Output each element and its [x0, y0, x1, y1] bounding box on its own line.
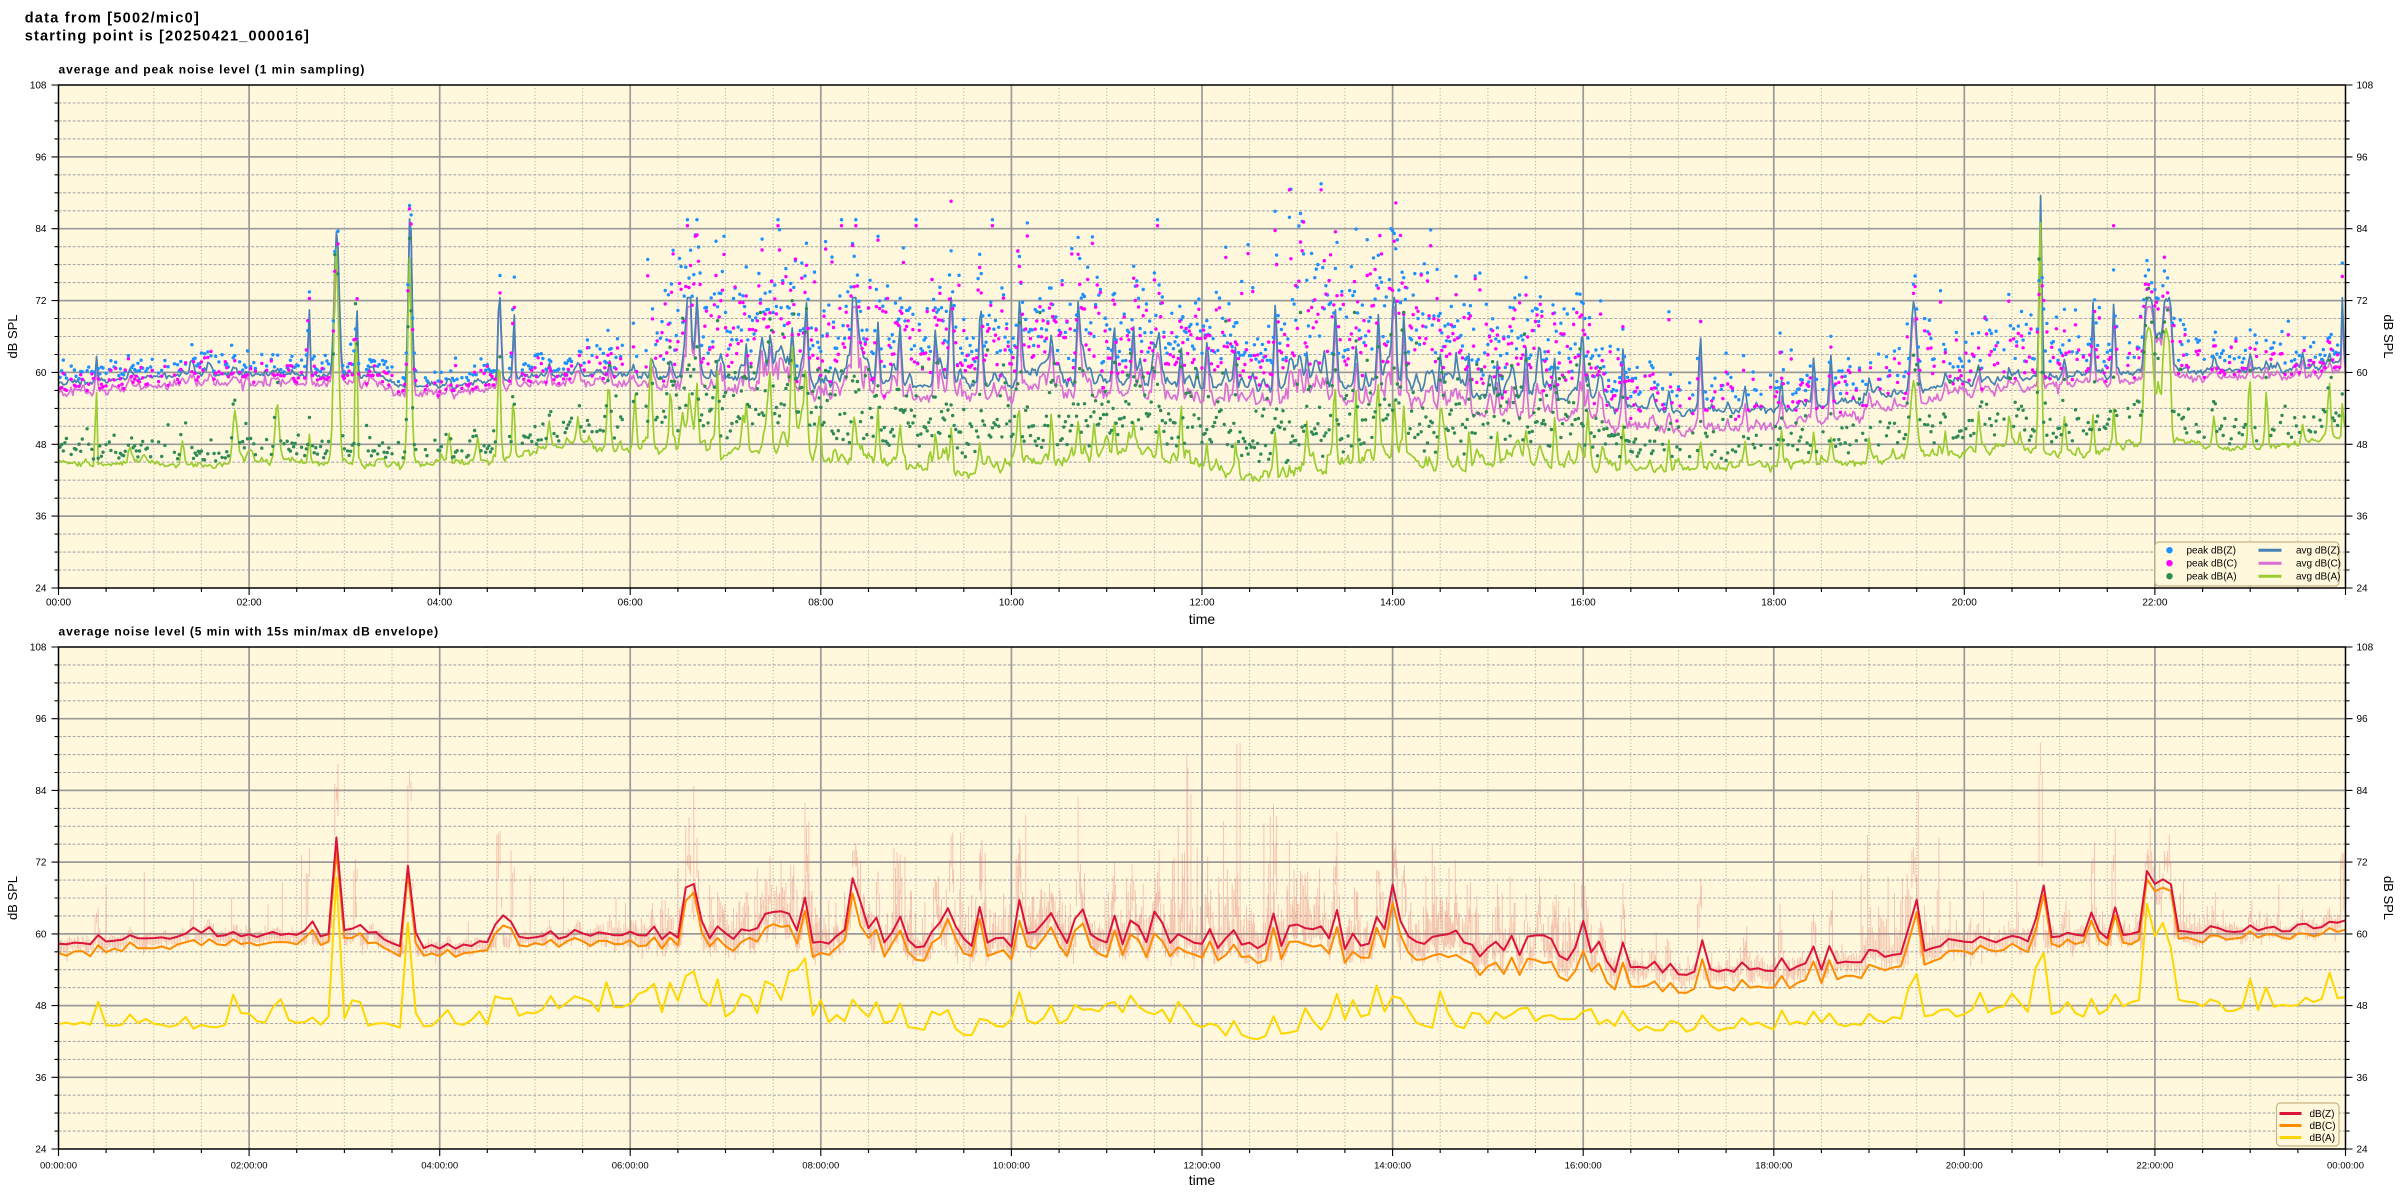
svg-text:12:00: 12:00 [1189, 598, 1214, 609]
svg-text:72: 72 [2357, 296, 2369, 307]
svg-text:dB SPL: dB SPL [5, 876, 20, 920]
svg-text:08:00:00: 08:00:00 [802, 1161, 839, 1172]
svg-text:60: 60 [35, 368, 47, 379]
svg-text:dB(A): dB(A) [2310, 1133, 2336, 1144]
svg-text:36: 36 [2357, 1073, 2369, 1084]
svg-text:18:00: 18:00 [1761, 598, 1786, 609]
svg-text:18:00:00: 18:00:00 [1755, 1161, 1792, 1172]
svg-text:108: 108 [30, 81, 47, 92]
svg-text:84: 84 [2357, 786, 2369, 797]
svg-text:peak dB(Z): peak dB(Z) [2187, 546, 2236, 557]
svg-text:22:00:00: 22:00:00 [2136, 1161, 2173, 1172]
svg-text:24: 24 [35, 1145, 47, 1156]
svg-text:108: 108 [30, 643, 47, 654]
svg-text:84: 84 [35, 224, 47, 235]
svg-text:average and peak noise level (: average and peak noise level (1 min samp… [59, 63, 366, 77]
svg-text:00:00:00: 00:00:00 [2327, 1161, 2364, 1172]
svg-text:60: 60 [2357, 929, 2369, 940]
svg-text:dB(C): dB(C) [2310, 1121, 2336, 1132]
svg-text:02:00:00: 02:00:00 [231, 1161, 268, 1172]
svg-text:06:00: 06:00 [618, 598, 643, 609]
svg-text:96: 96 [35, 152, 47, 163]
svg-text:24: 24 [2357, 584, 2369, 595]
svg-text:84: 84 [35, 786, 47, 797]
svg-text:04:00:00: 04:00:00 [421, 1161, 458, 1172]
svg-text:72: 72 [35, 858, 47, 869]
svg-text:dB(Z): dB(Z) [2310, 1109, 2335, 1120]
svg-text:00:00:00: 00:00:00 [40, 1161, 77, 1172]
svg-text:time: time [1189, 611, 1216, 627]
svg-text:108: 108 [2357, 81, 2374, 92]
svg-text:96: 96 [2357, 152, 2369, 163]
svg-text:16:00: 16:00 [1571, 598, 1596, 609]
svg-text:20:00:00: 20:00:00 [1946, 1161, 1983, 1172]
svg-text:00:00: 00:00 [46, 598, 71, 609]
svg-text:dB SPL: dB SPL [2381, 314, 2396, 358]
svg-text:16:00:00: 16:00:00 [1565, 1161, 1602, 1172]
svg-text:04:00: 04:00 [427, 598, 452, 609]
svg-text:10:00:00: 10:00:00 [993, 1161, 1030, 1172]
svg-text:96: 96 [35, 714, 47, 725]
svg-text:24: 24 [35, 584, 47, 595]
svg-text:24: 24 [2357, 1145, 2369, 1156]
svg-text:dB SPL: dB SPL [5, 314, 20, 358]
svg-text:22:00: 22:00 [2142, 598, 2167, 609]
svg-text:20:00: 20:00 [1952, 598, 1977, 609]
svg-text:36: 36 [2357, 512, 2369, 523]
svg-text:84: 84 [2357, 224, 2369, 235]
svg-text:72: 72 [35, 296, 47, 307]
svg-text:36: 36 [35, 1073, 47, 1084]
svg-text:72: 72 [2357, 858, 2369, 869]
svg-text:time: time [1189, 1172, 1216, 1188]
svg-text:60: 60 [2357, 368, 2369, 379]
svg-text:starting point is [20250421_00: starting point is [20250421_000016] [25, 28, 310, 44]
svg-text:02:00: 02:00 [237, 598, 262, 609]
svg-text:10:00: 10:00 [999, 598, 1024, 609]
svg-text:08:00: 08:00 [808, 598, 833, 609]
svg-text:average noise level (5 min wit: average noise level (5 min with 15s min/… [59, 625, 440, 639]
svg-text:avg dB(A): avg dB(A) [2296, 572, 2340, 583]
svg-text:48: 48 [2357, 440, 2369, 451]
svg-text:avg dB(Z): avg dB(Z) [2296, 546, 2340, 557]
svg-text:96: 96 [2357, 714, 2369, 725]
svg-text:peak dB(C): peak dB(C) [2187, 559, 2238, 570]
svg-text:12:00:00: 12:00:00 [1184, 1161, 1221, 1172]
svg-text:48: 48 [2357, 1001, 2369, 1012]
svg-text:14:00:00: 14:00:00 [1374, 1161, 1411, 1172]
svg-text:peak dB(A): peak dB(A) [2187, 572, 2237, 583]
svg-text:14:00: 14:00 [1380, 598, 1405, 609]
svg-text:data from [5002/mic0]: data from [5002/mic0] [25, 11, 200, 27]
svg-text:dB SPL: dB SPL [2381, 876, 2396, 920]
svg-text:108: 108 [2357, 643, 2374, 654]
svg-text:avg dB(C): avg dB(C) [2296, 559, 2341, 570]
svg-text:48: 48 [35, 440, 47, 451]
svg-text:48: 48 [35, 1001, 47, 1012]
svg-text:36: 36 [35, 512, 47, 523]
svg-text:60: 60 [35, 929, 47, 940]
svg-text:06:00:00: 06:00:00 [612, 1161, 649, 1172]
